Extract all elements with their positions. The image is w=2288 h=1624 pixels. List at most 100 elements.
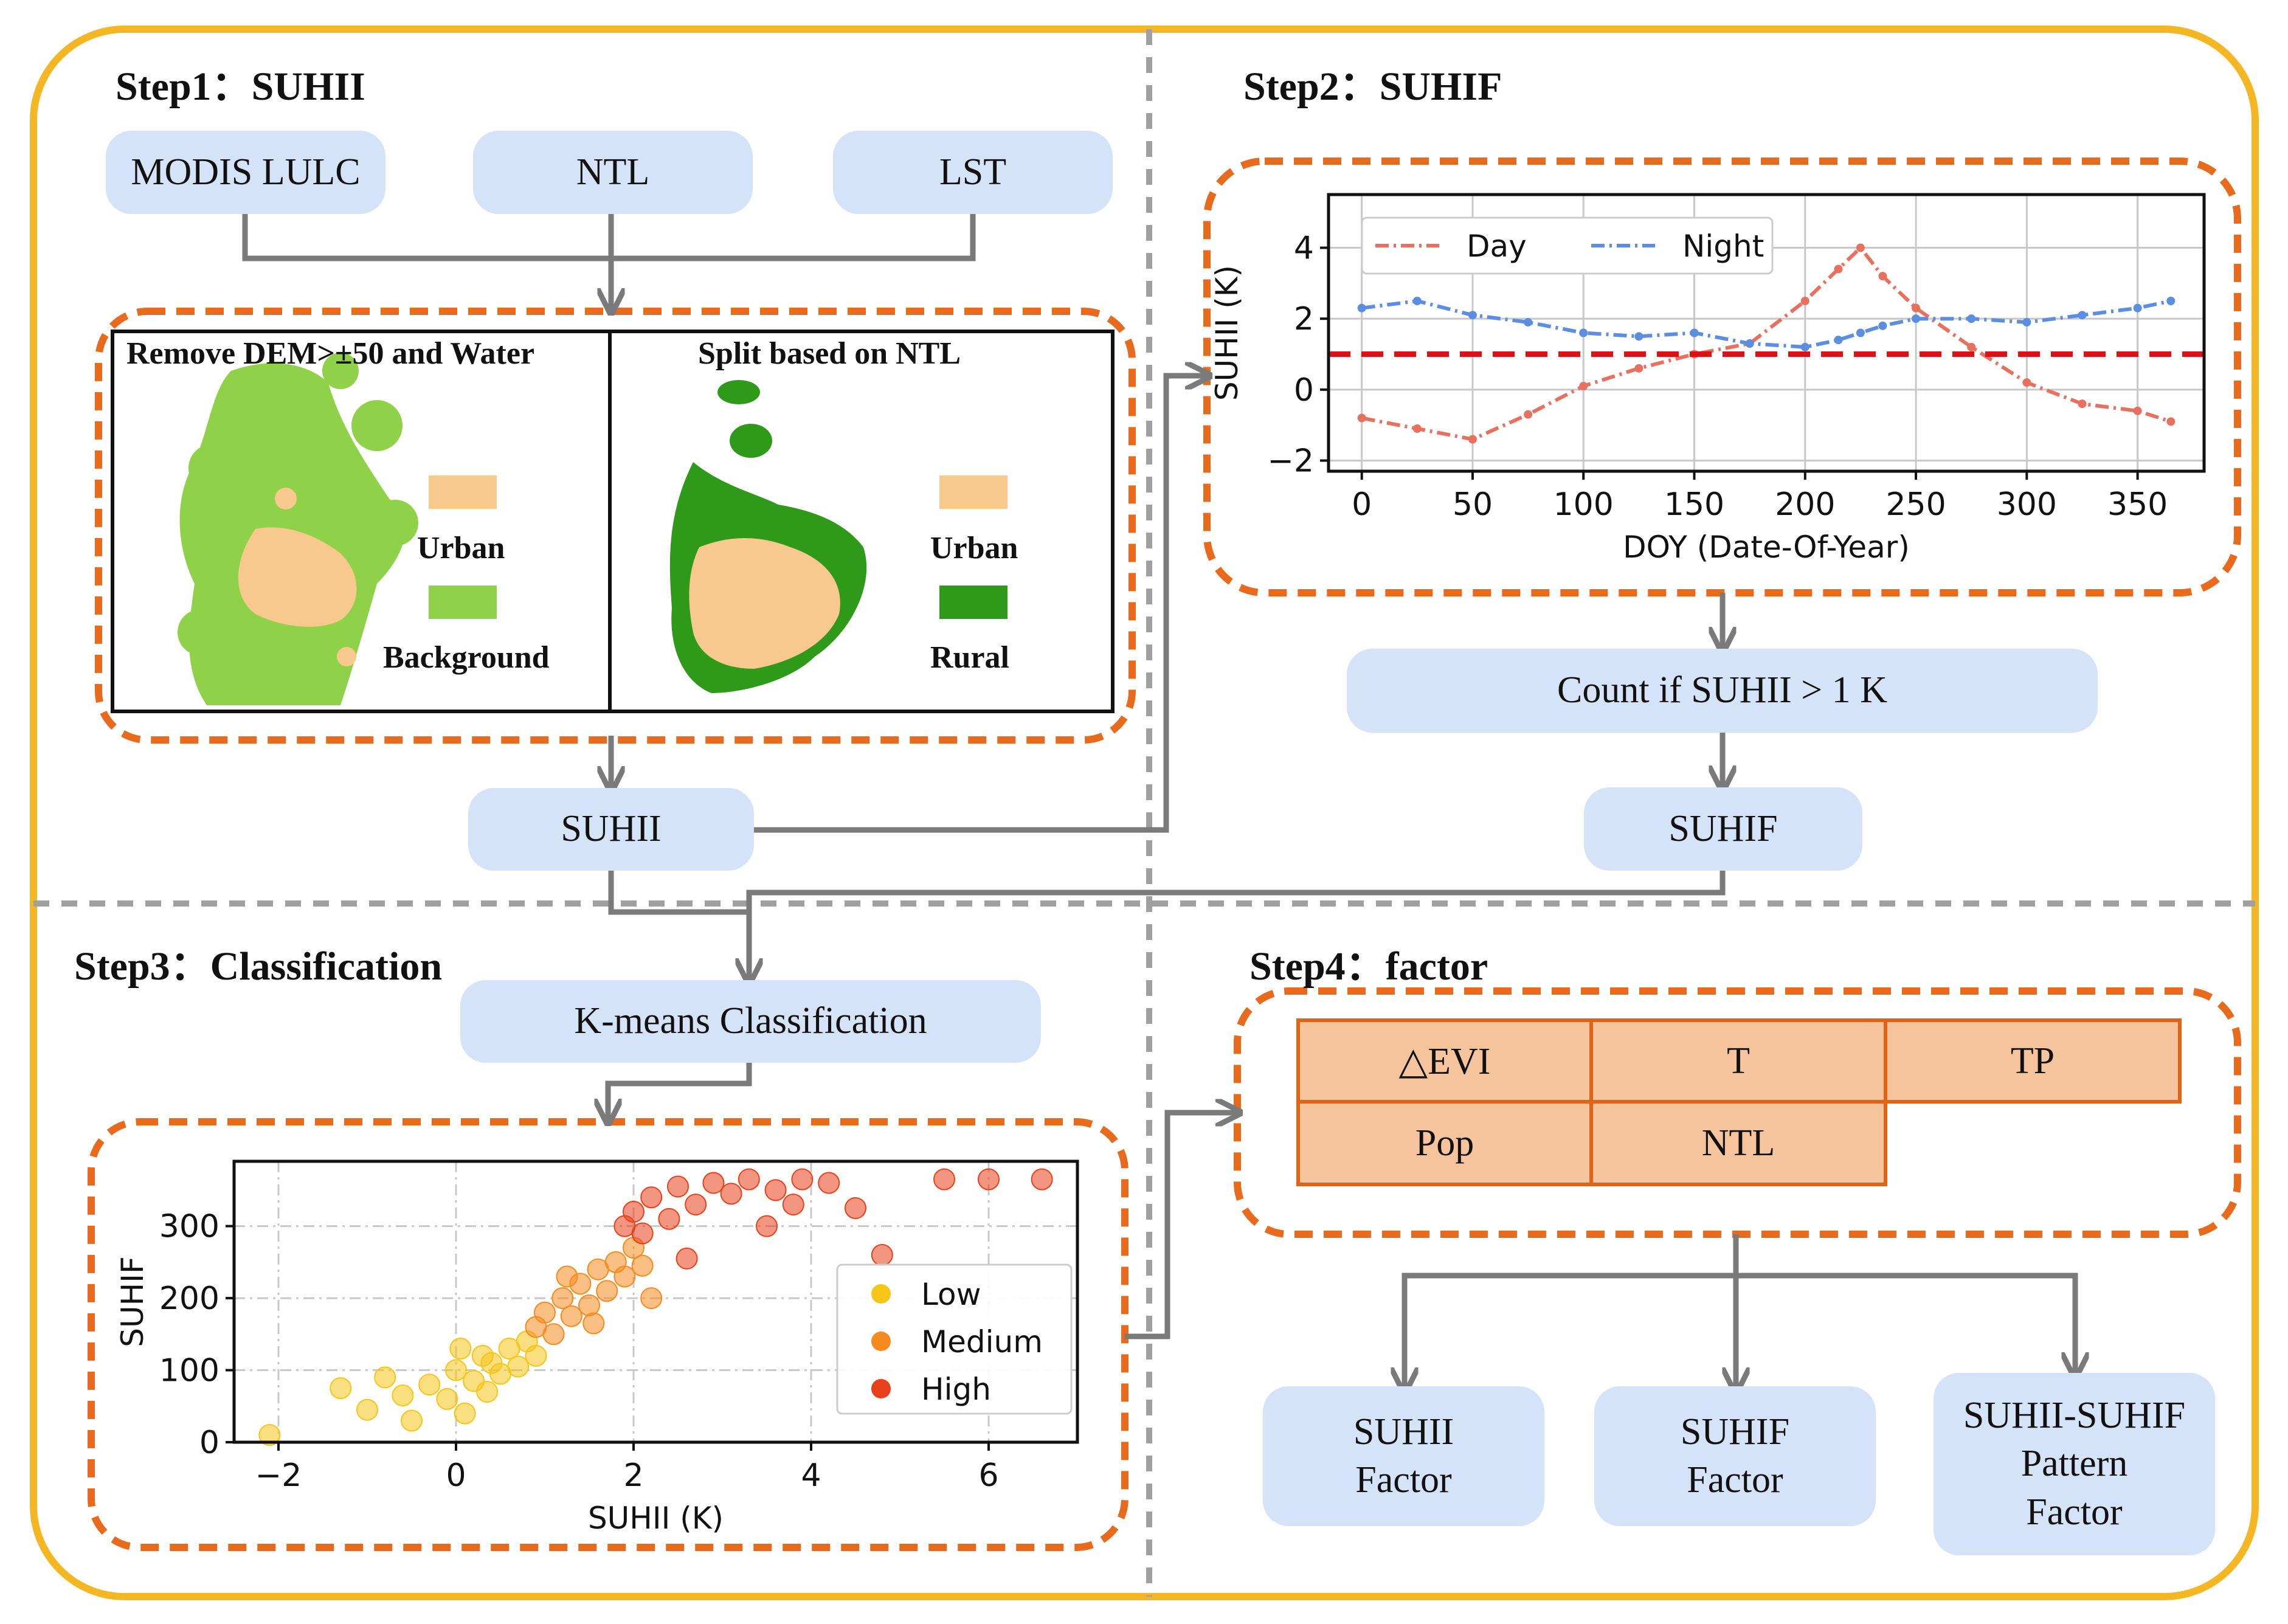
scatter-point-high	[667, 1175, 689, 1198]
point-night	[1878, 321, 1887, 330]
scatter-point-medium	[582, 1312, 605, 1335]
x-tick-label: 350	[2107, 486, 2168, 523]
x-tick-label: −2	[255, 1457, 302, 1494]
scatter-point-high	[782, 1194, 804, 1216]
legend-background-label: Background	[383, 640, 550, 675]
scatter-point-high	[720, 1183, 742, 1205]
legend-marker-medium	[871, 1332, 891, 1351]
map-left-region	[178, 353, 497, 705]
legend-urban-swatch-right	[939, 475, 1007, 509]
scatter-point-low	[258, 1424, 281, 1446]
point-night	[1357, 303, 1366, 313]
scatter-point-high	[871, 1244, 893, 1266]
point-night	[1912, 314, 1921, 323]
scatter-point-low	[507, 1355, 530, 1378]
x-tick-label: 200	[1775, 486, 1835, 523]
scatter-point-high	[640, 1186, 663, 1209]
factor-cell-ntl[interactable]: NTL	[1589, 1100, 1887, 1186]
suhii-box[interactable]: SUHII	[468, 788, 754, 871]
scatter-point-low	[449, 1338, 472, 1360]
scatter-point-low	[401, 1409, 423, 1432]
point-day	[2078, 399, 2087, 409]
x-tick-label: 2	[623, 1457, 643, 1494]
suhif-factor-line1: SUHIF	[1680, 1411, 1790, 1453]
scatter-point-high	[764, 1179, 787, 1201]
suhii-line-chart: 0 50 100 150 200 250 300 350 −2 0 2 4 DOY (Date-Of-Y…	[1209, 193, 2206, 565]
scatter-point-low	[445, 1359, 467, 1381]
suhif-factor-box[interactable]: SUHIF Factor	[1594, 1386, 1876, 1526]
arrow-suhii-to-kmeans	[608, 871, 749, 980]
modis-lulc-box[interactable]: MODIS LULC	[106, 131, 385, 214]
lst-input-box[interactable]: LST	[833, 131, 1113, 214]
scatter-point-high	[1031, 1168, 1053, 1190]
factor-cell-t[interactable]: T	[1589, 1018, 1887, 1104]
scatter-point-high	[631, 1222, 654, 1245]
legend-box	[836, 1263, 1073, 1415]
suhif-box[interactable]: SUHIF	[1584, 787, 1862, 871]
legend-rural-swatch	[939, 586, 1007, 619]
scatter-point-high	[933, 1168, 955, 1190]
scatter-point-medium	[578, 1294, 600, 1316]
pattern-factor-line2: Pattern	[2020, 1443, 2128, 1485]
x-axis-label: DOY (Date-Of-Year)	[1623, 530, 1910, 565]
x-tick-label: 300	[1997, 486, 2057, 523]
scatter-point-low	[436, 1387, 458, 1410]
legend-urban-label-left: Urban	[417, 531, 505, 565]
suhif-scatter-chart: −2 0 2 4 6 0 100 200 300 SUHII (K) SUHIF Low Medium H…	[115, 1159, 1079, 1536]
scatter-point-high	[818, 1172, 840, 1194]
point-day	[1856, 243, 1865, 252]
x-tick-label: 6	[978, 1457, 998, 1494]
scatter-point-high	[978, 1168, 1000, 1190]
legend-label-night: Night	[1682, 229, 1764, 264]
scatter-point-low	[356, 1398, 378, 1421]
scatter-point-medium	[542, 1323, 565, 1346]
scatter-point-high	[676, 1247, 698, 1270]
point-night	[2133, 303, 2142, 313]
point-night	[1412, 297, 1422, 305]
y-tick-label: 0	[199, 1425, 219, 1461]
factor-cell-pop[interactable]: Pop	[1296, 1100, 1593, 1186]
point-day	[1468, 435, 1477, 444]
factor-cell-tp[interactable]: TP	[1884, 1018, 2182, 1104]
legend-label-low: Low	[921, 1277, 981, 1312]
point-night	[2022, 318, 2031, 327]
point-day	[2166, 417, 2176, 426]
scatter-point-high	[685, 1194, 707, 1216]
y-tick-label: 300	[159, 1209, 219, 1245]
legend-marker-low	[871, 1284, 891, 1304]
step1-map-panel	[111, 330, 1115, 713]
step4-title: Step4：factor	[1249, 944, 1488, 989]
point-day	[1634, 364, 1643, 373]
point-night	[2166, 297, 2176, 305]
y-axis-label: SUHII (K)	[1209, 265, 1245, 401]
legend-label-high: High	[921, 1372, 991, 1407]
point-day	[1912, 303, 1921, 313]
factor-cell-evi[interactable]: △EVI	[1296, 1018, 1593, 1104]
count-threshold-box[interactable]: Count if SUHII > 1 K	[1347, 649, 2098, 733]
suhii-factor-box[interactable]: SUHII Factor	[1263, 1386, 1544, 1526]
point-night	[1745, 339, 1754, 348]
scatter-point-high	[702, 1172, 725, 1194]
y-tick-label: −2	[1267, 443, 1314, 480]
ntl-input-box[interactable]: NTL	[473, 131, 753, 214]
pattern-factor-line3: Factor	[2026, 1491, 2123, 1533]
suhii-factor-line2: Factor	[1355, 1459, 1452, 1501]
x-tick-label: 50	[1453, 486, 1493, 523]
scatter-point-medium	[560, 1305, 582, 1327]
scatter-point-low	[392, 1384, 414, 1406]
y-tick-label: 100	[159, 1353, 219, 1389]
x-tick-label: 4	[801, 1457, 821, 1494]
suhii-factor-line1: SUHII	[1353, 1411, 1454, 1453]
scatter-point-high	[623, 1200, 645, 1223]
suhif-factor-line2: Factor	[1687, 1459, 1783, 1501]
kmeans-classification-box[interactable]: K-means Classification	[460, 980, 1041, 1063]
point-day	[1357, 413, 1366, 423]
pattern-factor-box[interactable]: SUHII-SUHIF Pattern Factor	[1934, 1373, 2215, 1555]
scatter-point-high	[658, 1208, 680, 1230]
point-day	[1967, 342, 1976, 351]
legend-rural-label: Rural	[930, 640, 1009, 675]
scatter-point-low	[525, 1344, 547, 1367]
y-tick-label: 2	[1294, 301, 1314, 337]
legend-label-day: Day	[1467, 229, 1527, 264]
